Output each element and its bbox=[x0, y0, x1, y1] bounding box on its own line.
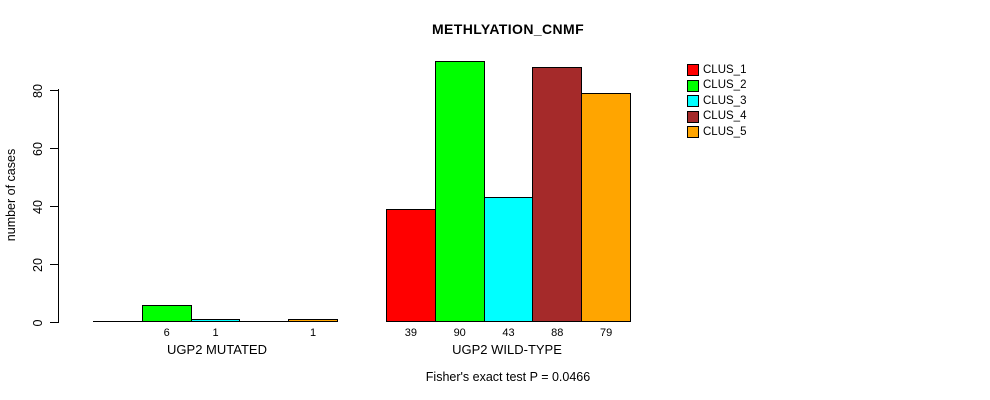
legend-label-clus_2: CLUS_2 bbox=[703, 79, 747, 92]
y-tick-label: 0 bbox=[31, 319, 45, 326]
bar-clus_3-group1 bbox=[190, 319, 241, 322]
legend-swatch-clus_5 bbox=[687, 126, 699, 139]
bar-clus_2-group1 bbox=[141, 304, 192, 322]
group-label-ugp2-mutated: UGP2 MUTATED bbox=[167, 342, 267, 357]
legend-label-clus_1: CLUS_1 bbox=[703, 63, 747, 76]
legend-label-clus_4: CLUS_4 bbox=[703, 110, 747, 123]
group-label-ugp2-wild-type: UGP2 WILD-TYPE bbox=[452, 342, 562, 357]
bar-value-label: 1 bbox=[212, 327, 219, 339]
fisher-test-annotation: Fisher's exact test P = 0.0466 bbox=[425, 370, 591, 384]
bar-clus_4-group2 bbox=[532, 66, 583, 322]
y-axis-label: number of cases bbox=[4, 148, 18, 242]
legend-swatch-clus_2 bbox=[687, 79, 699, 92]
bar-value-label: 43 bbox=[502, 327, 515, 339]
legend-label-clus_3: CLUS_3 bbox=[703, 94, 747, 107]
bar-clus_4-group1 bbox=[239, 321, 290, 322]
bar-value-label: 90 bbox=[453, 327, 466, 339]
bar-value-label: 6 bbox=[163, 327, 170, 339]
legend-swatch-clus_3 bbox=[687, 95, 699, 108]
y-tick-label: 20 bbox=[31, 257, 45, 272]
y-tick-mark bbox=[50, 206, 58, 207]
y-tick-label: 80 bbox=[31, 83, 45, 98]
bar-value-label: 79 bbox=[599, 327, 613, 339]
chart-title: METHLYATION_CNMF bbox=[431, 21, 585, 37]
legend-swatch-clus_4 bbox=[687, 110, 699, 123]
bar-value-label: 39 bbox=[404, 327, 418, 339]
bar-clus_1-group2 bbox=[386, 208, 436, 322]
y-tick-mark bbox=[50, 90, 58, 91]
y-tick-label: 40 bbox=[31, 199, 45, 214]
bar-clus_2-group2 bbox=[434, 61, 485, 322]
y-tick-mark bbox=[50, 148, 58, 149]
y-axis-line bbox=[58, 89, 59, 323]
bar-clus_1-group1 bbox=[93, 321, 143, 322]
y-tick-mark bbox=[50, 264, 58, 265]
bar-clus_3-group2 bbox=[483, 197, 534, 322]
legend-label-clus_5: CLUS_5 bbox=[703, 125, 747, 138]
bar-value-label: 88 bbox=[551, 327, 564, 339]
legend-swatch-clus_1 bbox=[687, 64, 699, 76]
bar-clus_5-group1 bbox=[288, 319, 338, 322]
y-tick-mark bbox=[50, 322, 58, 323]
bar-value-label: 1 bbox=[310, 327, 317, 339]
bar-clus_5-group2 bbox=[581, 92, 631, 322]
y-tick-label: 60 bbox=[31, 141, 45, 156]
